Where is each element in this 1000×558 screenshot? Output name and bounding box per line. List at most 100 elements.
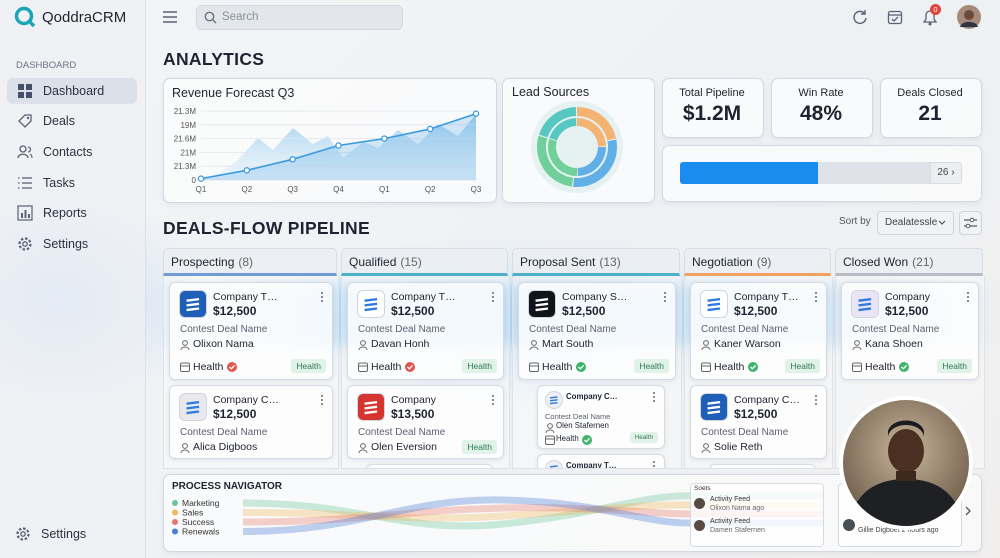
recent-text: Gillie Digboet 2 hours ago <box>858 527 939 534</box>
calendar-button[interactable] <box>887 9 903 25</box>
card-menu <box>492 292 494 302</box>
health-label: Health <box>542 361 573 373</box>
activity-sub: Damen Stafernen <box>710 527 765 534</box>
notification-badge: 0 <box>930 4 941 15</box>
kpi-label: Deals Closed <box>897 87 963 99</box>
x-tick-label: Q2 <box>425 185 436 194</box>
contact-name: Kaner Warson <box>714 338 781 350</box>
contact-icon <box>180 340 190 351</box>
kpi-value: $1.2M <box>682 102 742 125</box>
company-logo <box>545 460 563 468</box>
deal-card[interactable]: Company $12,500 Contest Deal Name Kana Shoe… <box>841 282 979 380</box>
deal-amount: $12,500 <box>391 304 435 318</box>
company-name: Company T… <box>213 291 278 303</box>
section-title: DEALS-FLOW PIPELINE <box>163 218 370 238</box>
card-menu <box>321 292 323 302</box>
company-name: Company T… <box>391 291 456 303</box>
sort-dropdown[interactable]: Dealatessle <box>877 211 954 235</box>
deal-card[interactable]: Company C… $12,500 Contest Deal Name Solie … <box>690 385 827 459</box>
logo-glyph <box>535 298 549 312</box>
x-tick-label: Q3 <box>287 185 298 194</box>
nav-item[interactable]: Reports <box>7 200 137 226</box>
column-count: (21) <box>912 255 934 269</box>
sort-label: Sort by <box>839 216 871 227</box>
next-button[interactable] <box>964 506 972 516</box>
company-logo <box>545 391 563 409</box>
logo-glyph <box>550 465 558 468</box>
company-logo <box>179 393 207 421</box>
company-name: Company C… <box>566 392 618 401</box>
column-header: Qualified (15) <box>341 248 508 276</box>
company-logo <box>357 393 385 421</box>
deal-card[interactable]: Company T… $12,500 Contest Deal Name Davan … <box>347 282 504 380</box>
legend-label: Marketing <box>182 498 220 508</box>
section-title: ANALYTICS <box>163 49 265 69</box>
avatar <box>843 519 855 531</box>
company-name: Company <box>885 291 930 303</box>
refresh-button[interactable] <box>852 9 868 25</box>
activity-sub: Olixon Nama ago <box>710 505 765 512</box>
card-menu <box>653 392 655 402</box>
logo-glyph <box>186 298 200 312</box>
contact-name: Olen Stafernen <box>556 421 609 430</box>
company-name: Company C… <box>213 394 279 406</box>
deal-card[interactable]: Company C… <box>709 464 816 468</box>
column-header: Prospecting (8) <box>163 248 337 276</box>
health-status <box>899 362 910 372</box>
nav-item[interactable]: Tasks <box>7 170 137 196</box>
deal-card[interactable]: Company S… $12,500 Contest Deal Name Mart S… <box>518 282 676 380</box>
deal-card[interactable]: Company T… $12,500 Contest Deal Name Olixon… <box>169 282 333 380</box>
deal-card[interactable]: Company C… $12,500 Contest Deal Name Alica … <box>169 385 333 459</box>
health-badge: Health <box>937 359 972 373</box>
card-menu <box>653 461 655 467</box>
nav-item[interactable]: Dashboard <box>7 78 137 104</box>
contact-icon <box>701 340 711 351</box>
progress-count[interactable]: 26 › <box>930 162 962 184</box>
data-point <box>243 167 251 174</box>
data-point <box>381 135 388 142</box>
deal-name: Contest Deal Name <box>180 324 268 335</box>
legend-label: Renewals <box>182 527 219 537</box>
y-tick-label: 21.3M <box>174 107 197 116</box>
health-status <box>581 435 592 445</box>
menu-button[interactable] <box>162 10 178 24</box>
column-count: (9) <box>756 255 772 269</box>
health-badge: Health <box>634 359 669 373</box>
deal-card[interactable]: Company C… Contest Deal Name Olen Staferne… <box>537 385 665 449</box>
nav-item[interactable]: Settings <box>7 521 137 547</box>
y-tick-label: 21.3M <box>174 162 197 171</box>
nav-item[interactable]: Deals <box>7 108 137 134</box>
column-count: (8) <box>238 255 254 269</box>
x-tick-label: Q3 <box>471 185 482 194</box>
deal-card[interactable]: Company T… <box>537 454 665 468</box>
health-label: Health <box>865 361 896 373</box>
search-box[interactable]: Search <box>196 5 403 30</box>
deal-card[interactable]: Company T… $12,500 Contest Deal Name Kaner … <box>690 282 827 380</box>
filter-button[interactable] <box>959 211 982 235</box>
donut-segment <box>548 138 577 176</box>
nav-label: Settings <box>43 237 89 251</box>
progress-fill <box>680 162 818 184</box>
decorative-wave <box>201 114 476 180</box>
health-label: Health <box>193 361 224 373</box>
deal-amount: $12,500 <box>213 407 257 421</box>
user-avatar[interactable] <box>957 5 981 29</box>
deal-name: Contest Deal Name <box>852 324 940 335</box>
nav-item[interactable]: Contacts <box>7 139 137 165</box>
y-tick-label: 21.6M <box>174 135 197 144</box>
column-name: Closed Won <box>843 255 909 269</box>
company-logo <box>528 290 556 318</box>
card-title: Lead Sources <box>512 85 590 99</box>
card-menu <box>492 395 494 405</box>
deal-card[interactable]: Company T… <box>366 464 493 468</box>
health-status <box>405 362 416 372</box>
video-call-overlay[interactable] <box>838 395 974 531</box>
health-icon <box>545 435 555 445</box>
deal-card[interactable]: Company $13,500 Contest Deal Name Olen Ever… <box>347 385 504 459</box>
deal-name: Contest Deal Name <box>180 427 268 438</box>
contact-name: Olen Eversion <box>371 441 437 453</box>
nav-item[interactable]: Settings <box>7 231 137 257</box>
column-body: Company T… $12,500 Contest Deal Name Davan … <box>341 276 510 469</box>
health-icon <box>358 362 368 372</box>
